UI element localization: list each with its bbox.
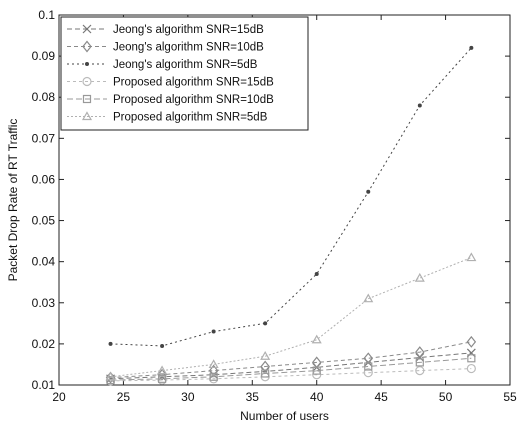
legend-label: Jeong's algorithm SNR=15dB [113, 24, 264, 36]
data-point [363, 293, 374, 303]
y-tick-label: 0.1 [38, 8, 55, 22]
series-5 [106, 354, 476, 385]
data-point [157, 365, 168, 375]
x-tick-label: 55 [503, 390, 517, 404]
y-tick-label: 0.07 [32, 131, 56, 145]
x-axis-title: Number of users [240, 409, 329, 423]
legend-item: Proposed algorithm SNR=10dB [67, 94, 274, 106]
y-tick-label: 0.09 [32, 49, 56, 63]
data-point [363, 368, 373, 378]
legend-marker [85, 62, 89, 66]
data-point [469, 45, 474, 50]
legend-label: Jeong's algorithm SNR=10dB [113, 42, 264, 54]
data-point [415, 366, 425, 376]
series-line [110, 368, 472, 382]
data-point [314, 272, 319, 276]
data-point [466, 335, 477, 348]
y-tick-label: 0.01 [32, 378, 56, 392]
x-tick-label: 35 [246, 390, 260, 404]
data-point [108, 341, 113, 346]
data-point [157, 374, 167, 383]
data-point [466, 348, 476, 358]
series-6 [105, 252, 477, 381]
legend-item: Jeong's algorithm SNR=5dB [67, 59, 258, 71]
legend-item: Jeong's algorithm SNR=15dB [67, 24, 264, 36]
series-line [110, 357, 472, 381]
x-tick-label: 20 [52, 390, 66, 404]
legend-marker [82, 24, 92, 34]
data-point [209, 372, 218, 381]
data-point [260, 351, 271, 360]
y-axis-title: Packet Drop Rate of RT Traffic [6, 119, 20, 282]
y-tick-label: 0.08 [32, 90, 56, 104]
y-tick-label: 0.03 [32, 296, 56, 310]
x-tick-label: 25 [117, 390, 131, 404]
data-point [311, 334, 322, 344]
data-point [415, 358, 424, 367]
legend-label: Proposed algorithm SNR=5dB [113, 112, 268, 124]
legend-marker [81, 111, 93, 121]
legend-item: Jeong's algorithm SNR=10dB [67, 40, 264, 54]
legend-marker [82, 94, 92, 104]
data-point [466, 363, 476, 374]
x-tick-label: 45 [374, 390, 388, 404]
data-point [312, 370, 322, 380]
series-line [110, 352, 472, 380]
x-tick-label: 40 [310, 390, 324, 404]
data-point [414, 272, 425, 282]
data-point [211, 329, 216, 334]
legend-marker [82, 40, 92, 53]
legend-label: Proposed algorithm SNR=10dB [113, 94, 274, 106]
y-tick-label: 0.02 [32, 337, 56, 351]
series-layer [105, 45, 477, 386]
legend-label: Proposed algorithm SNR=15dB [113, 77, 274, 89]
data-point [263, 321, 268, 326]
data-point [260, 360, 270, 373]
data-point [312, 366, 321, 375]
data-point [466, 252, 477, 262]
data-point [208, 364, 219, 377]
legend: Jeong's algorithm SNR=15dB Jeong's algori… [60, 16, 309, 131]
legend-label: Jeong's algorithm SNR=5dB [113, 59, 258, 71]
y-tick-label: 0.04 [32, 255, 56, 269]
legend-item: Proposed algorithm SNR=15dB [67, 77, 274, 89]
x-tick-label: 30 [181, 390, 195, 404]
data-point [208, 359, 219, 369]
data-point [261, 369, 270, 378]
legend-item: Proposed algorithm SNR=5dB [67, 111, 268, 124]
data-point [160, 343, 165, 348]
legend-box [60, 16, 309, 131]
data-point [364, 362, 373, 371]
series-line [110, 257, 472, 378]
data-point [467, 354, 476, 363]
series-line [110, 47, 472, 347]
data-point [105, 371, 116, 381]
y-tick-label: 0.05 [32, 214, 56, 228]
series-3 [108, 45, 474, 348]
data-point [366, 189, 371, 194]
data-point [417, 103, 422, 108]
y-tick-label: 0.06 [32, 172, 56, 186]
data-point [415, 346, 425, 359]
x-tick-label: 50 [439, 390, 453, 404]
legend-marker [82, 76, 92, 87]
data-point [105, 371, 116, 384]
series-line [110, 341, 472, 379]
axis-ticks: 20 25 30 35 40 45 50 55 0.01 0.02 0.03 0.04 0.05 0.06… [32, 8, 517, 404]
